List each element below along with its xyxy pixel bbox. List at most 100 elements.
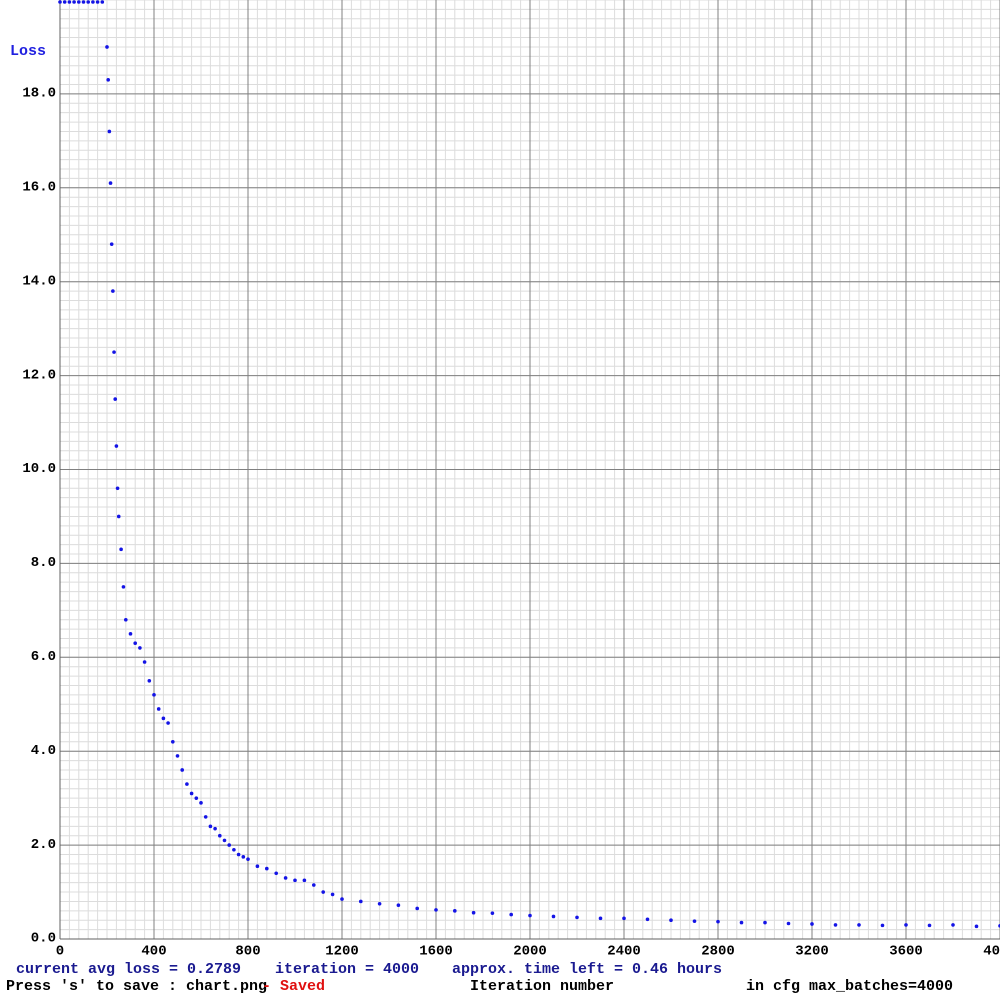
data-point [763,920,767,925]
data-points [58,0,1000,929]
data-point [396,903,401,907]
data-point [161,716,166,721]
y-tick-label: 18.0 [22,86,56,102]
data-point [109,242,114,246]
data-point [166,721,170,725]
data-point [175,754,180,758]
data-point [156,707,161,711]
data-point [833,923,838,927]
data-point [293,878,297,883]
data-point [95,0,100,4]
avg-loss: current avg loss = 0.2789 [16,961,241,978]
data-point [669,918,673,923]
data-point [171,740,175,744]
data-point [246,857,250,861]
data-point [199,801,203,805]
data-point [236,852,241,857]
data-point [62,0,67,4]
data-point [274,871,279,876]
data-point [121,585,126,589]
y-tick-label: 12.0 [22,367,56,383]
data-point [180,768,184,772]
data-point [927,923,932,928]
data-point [321,890,326,894]
data-point [340,897,344,901]
data-point [575,915,579,920]
x-tick-label: 3200 [795,944,829,960]
data-point [265,866,269,871]
x-tick-label: 0 [56,944,64,960]
data-point [434,908,438,912]
data-point [133,641,137,646]
data-point [974,924,979,929]
data-point [124,617,128,622]
data-point [111,289,115,293]
time-left: approx. time left = 0.46 hours [452,961,722,978]
data-point [108,181,113,185]
data-point [189,791,194,796]
x-tick-label: 3600 [889,944,923,960]
x-tick-label: 1200 [325,944,359,960]
data-point [312,883,316,887]
x-tick-label: 2800 [701,944,735,960]
data-point [91,0,95,4]
data-point [112,350,116,354]
data-point [185,782,189,786]
data-point [114,444,119,448]
data-point [116,514,121,519]
data-point [810,922,814,926]
y-tick-label: 10.0 [22,461,56,477]
y-tick-label: 2.0 [31,837,56,853]
data-point [119,547,123,552]
data-point [72,0,76,4]
data-point [857,923,861,927]
y-tick-label: 4.0 [31,743,56,759]
data-point [302,878,307,883]
data-point [232,847,236,852]
data-point [81,0,86,4]
data-point [113,397,118,401]
data-point [194,796,199,800]
iteration-status: iteration = 4000 [275,961,419,978]
data-point [551,914,556,919]
data-point [509,912,513,917]
data-point [152,693,156,697]
data-point [951,923,955,927]
data-point [598,916,603,921]
max-batches: in cfg max_batches=4000 [746,978,953,995]
data-point [67,0,72,4]
data-point [218,833,222,838]
data-point [100,0,105,4]
x-tick-label: 800 [235,944,260,960]
data-point [227,843,231,847]
data-point [716,919,720,924]
data-point [622,916,626,921]
data-point [471,910,476,915]
data-point [330,892,335,897]
y-tick-label: 14.0 [22,273,56,289]
data-point [203,815,208,819]
x-tick-label: 4000 [983,944,1000,960]
saved-status: - Saved [262,978,325,995]
data-point [415,906,420,911]
y-tick-label: 0.0 [31,931,56,947]
data-point [739,920,744,925]
data-point [241,855,246,859]
data-point [58,0,62,4]
y-tick-label: 16.0 [22,180,56,196]
data-point [107,129,112,134]
y-axis-label: Loss [10,43,46,60]
data-point [490,911,495,915]
save-hint: Press 's' to save : chart.png [6,978,267,995]
data-point [138,646,142,650]
data-point [255,864,260,869]
data-point [147,678,152,683]
x-axis-label: Iteration number [470,978,614,995]
data-point [86,0,90,4]
data-point [786,921,791,926]
data-point [453,909,457,913]
data-point [208,824,213,829]
data-point [222,838,227,843]
data-point [904,923,908,927]
